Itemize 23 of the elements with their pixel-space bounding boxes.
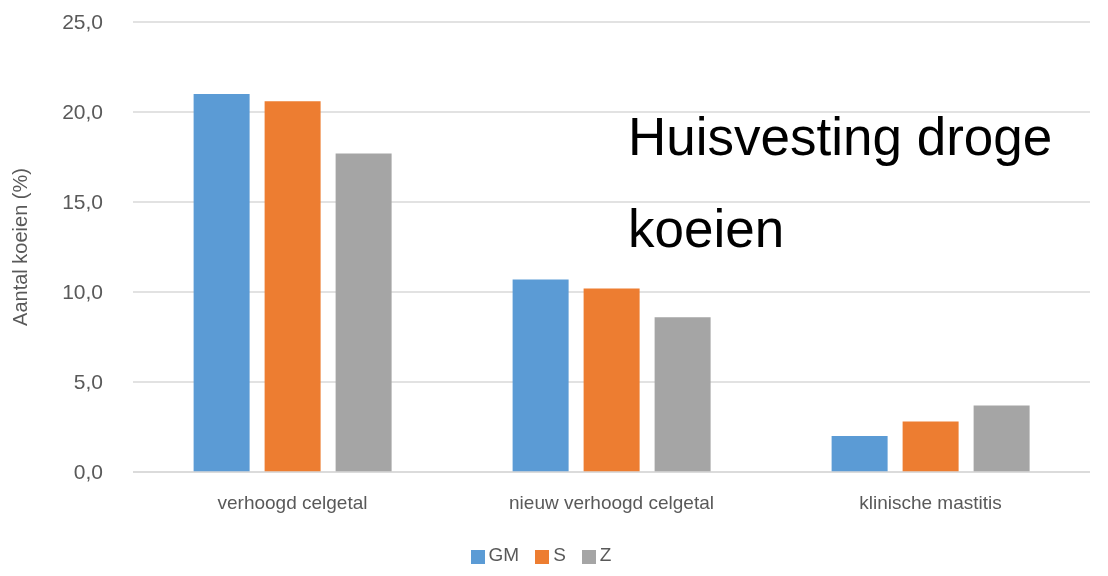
bar (654, 317, 711, 472)
x-tick-label: nieuw verhoogd celgetal (509, 492, 714, 514)
x-tick-label: klinische mastitis (859, 492, 1002, 514)
bar (512, 279, 569, 472)
legend-label: S (553, 544, 566, 565)
legend-label: Z (599, 544, 612, 565)
text: Huisvesting droge koeien (628, 106, 1054, 260)
bar (973, 405, 1030, 472)
y-tick-label: 25,0 (62, 10, 103, 34)
y-axis-title: Aantal koeien (%) (9, 168, 32, 326)
bar (831, 436, 888, 472)
bar (193, 94, 250, 472)
bar (583, 288, 640, 472)
y-tick-label: 20,0 (62, 100, 103, 124)
bar (335, 153, 392, 472)
bar (264, 101, 321, 472)
bar (902, 421, 959, 472)
x-tick-label: verhoogd celgetal (217, 492, 368, 514)
legend-label: GM (488, 544, 520, 565)
y-tick-label: 0,0 (73, 460, 103, 484)
y-tick-label: 5,0 (73, 370, 103, 394)
y-tick-label: 15,0 (62, 190, 103, 214)
y-tick-label: 10,0 (62, 280, 103, 304)
